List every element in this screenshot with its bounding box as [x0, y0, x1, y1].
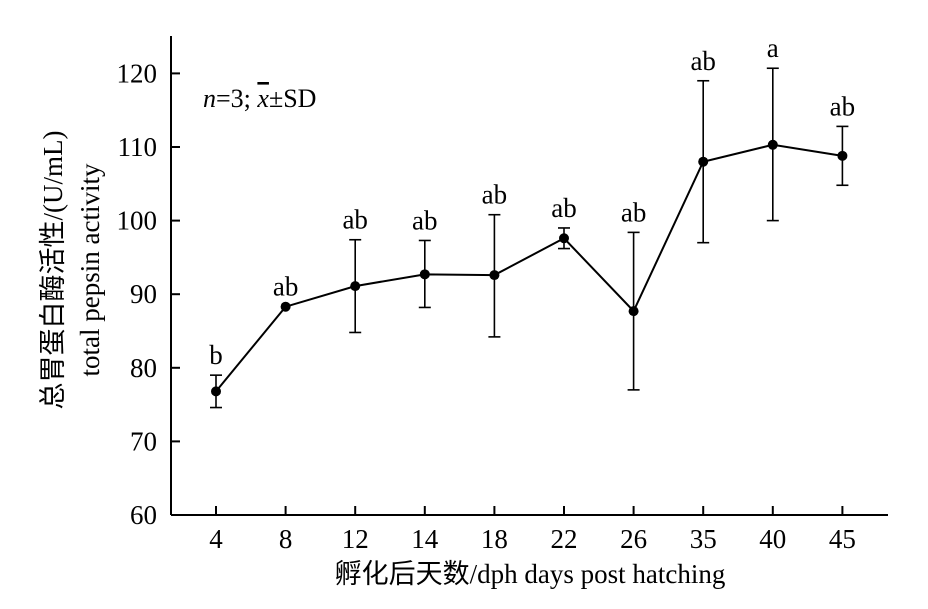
y-axis-title: 总胃蛋白酶活性/(U/mL) total pepsin activity — [38, 131, 105, 410]
x-ticks: 4 8 12 14 18 22 26 35 40 45 — [209, 506, 856, 554]
y-axis-title-en: total pepsin activity — [75, 163, 105, 376]
significance-letter: ab — [690, 46, 715, 76]
axes — [170, 36, 888, 516]
data-point — [698, 156, 709, 167]
data-point — [767, 139, 778, 150]
significance-letter: ab — [551, 193, 576, 223]
significance-letter: ab — [342, 205, 367, 235]
significance-letter: ab — [273, 272, 298, 302]
x-tick-label: 14 — [411, 524, 439, 554]
x-tick-label: 12 — [342, 524, 369, 554]
significance-letter: a — [767, 33, 779, 63]
significance-letter: ab — [412, 205, 437, 235]
data-point — [837, 150, 848, 161]
data-point — [350, 281, 361, 292]
y-tick-label: 90 — [130, 279, 157, 309]
y-tick-label: 100 — [117, 206, 158, 236]
x-axis-title: 孵化后天数/dph days post hatching — [335, 559, 726, 589]
x-tick-label: 8 — [279, 524, 293, 554]
y-tick-label: 70 — [130, 426, 157, 456]
annotation-n-eq: =3; — [216, 84, 257, 113]
x-tick-label: 4 — [209, 524, 223, 554]
y-axis-title-cn: 总胃蛋白酶活性/(U/mL) — [38, 131, 68, 410]
sample-size-annotation: n=3; x±SD — [203, 84, 316, 113]
y-tick-label: 80 — [130, 353, 157, 383]
y-ticks: 60 70 80 90 100 110 120 — [117, 58, 180, 530]
annotation-n: n — [203, 84, 216, 113]
y-tick-label: 60 — [130, 500, 157, 530]
error-bars — [210, 67, 849, 409]
data-points — [211, 139, 848, 397]
x-tick-label: 40 — [759, 524, 786, 554]
data-point — [559, 233, 569, 244]
data-point — [489, 270, 500, 281]
data-point — [211, 386, 221, 397]
significance-labels: b ab ab ab ab ab ab ab a ab — [209, 33, 855, 370]
series-line — [215, 143, 843, 392]
x-tick-label: 22 — [551, 524, 578, 554]
data-point — [419, 269, 430, 280]
significance-letter: ab — [482, 180, 507, 210]
data-point — [280, 301, 291, 312]
annotation-sd: ±SD — [269, 84, 317, 113]
annotation-mean-x: x — [256, 84, 269, 113]
y-tick-label: 110 — [118, 132, 158, 162]
y-tick-label: 120 — [117, 58, 158, 88]
x-tick-label: 35 — [690, 524, 717, 554]
significance-letter: ab — [621, 197, 646, 227]
x-tick-label: 18 — [481, 524, 508, 554]
significance-letter: ab — [830, 91, 855, 121]
data-point — [628, 306, 639, 317]
x-tick-label: 26 — [620, 524, 647, 554]
significance-letter: b — [209, 340, 223, 370]
x-tick-label: 45 — [829, 524, 856, 554]
